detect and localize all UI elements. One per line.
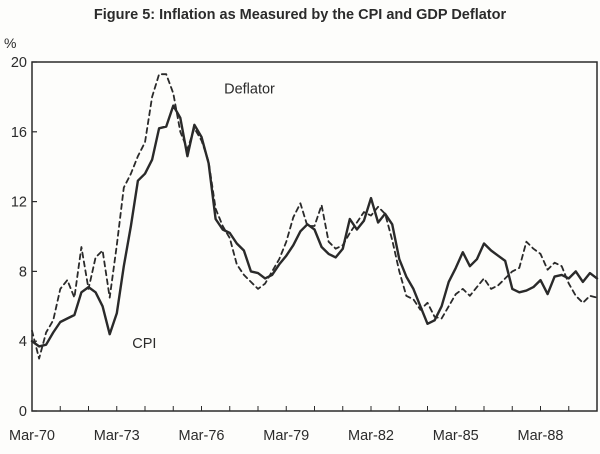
y-axis: 0 4 8 12 16 20 xyxy=(11,55,37,420)
series-line-deflator xyxy=(31,73,598,360)
x-tick-label: Mar-79 xyxy=(263,428,309,444)
series-layer xyxy=(30,73,599,360)
y-tick-label: 0 xyxy=(19,404,27,420)
y-axis-unit-label: % xyxy=(4,35,16,51)
x-tick-label: Mar-73 xyxy=(94,428,140,444)
y-tick-label: 20 xyxy=(11,55,27,71)
x-tick-label: Mar-82 xyxy=(348,428,394,444)
y-tick-label: 4 xyxy=(19,334,27,350)
y-tick-label: 16 xyxy=(11,125,27,141)
y-tick-label: 8 xyxy=(19,264,27,280)
y-tick-label: 12 xyxy=(11,195,27,211)
series-label-cpi: CPI xyxy=(132,336,156,352)
x-tick-label: Mar-85 xyxy=(433,428,479,444)
x-tick-label: Mar-70 xyxy=(9,428,55,444)
series-label-deflator: Deflator xyxy=(224,81,275,97)
chart-title: Figure 5: Inflation as Measured by the C… xyxy=(94,7,507,23)
series-line-cpi xyxy=(30,104,599,348)
x-tick-label: Mar-88 xyxy=(518,428,564,444)
annotation-layer: Deflator CPI xyxy=(132,81,275,352)
x-axis: Mar-70 Mar-73 Mar-76 Mar-79 Mar-82 Mar-85 Mar-… xyxy=(9,406,570,444)
x-tick-label: Mar-76 xyxy=(179,428,225,444)
plot-frame xyxy=(31,61,598,412)
